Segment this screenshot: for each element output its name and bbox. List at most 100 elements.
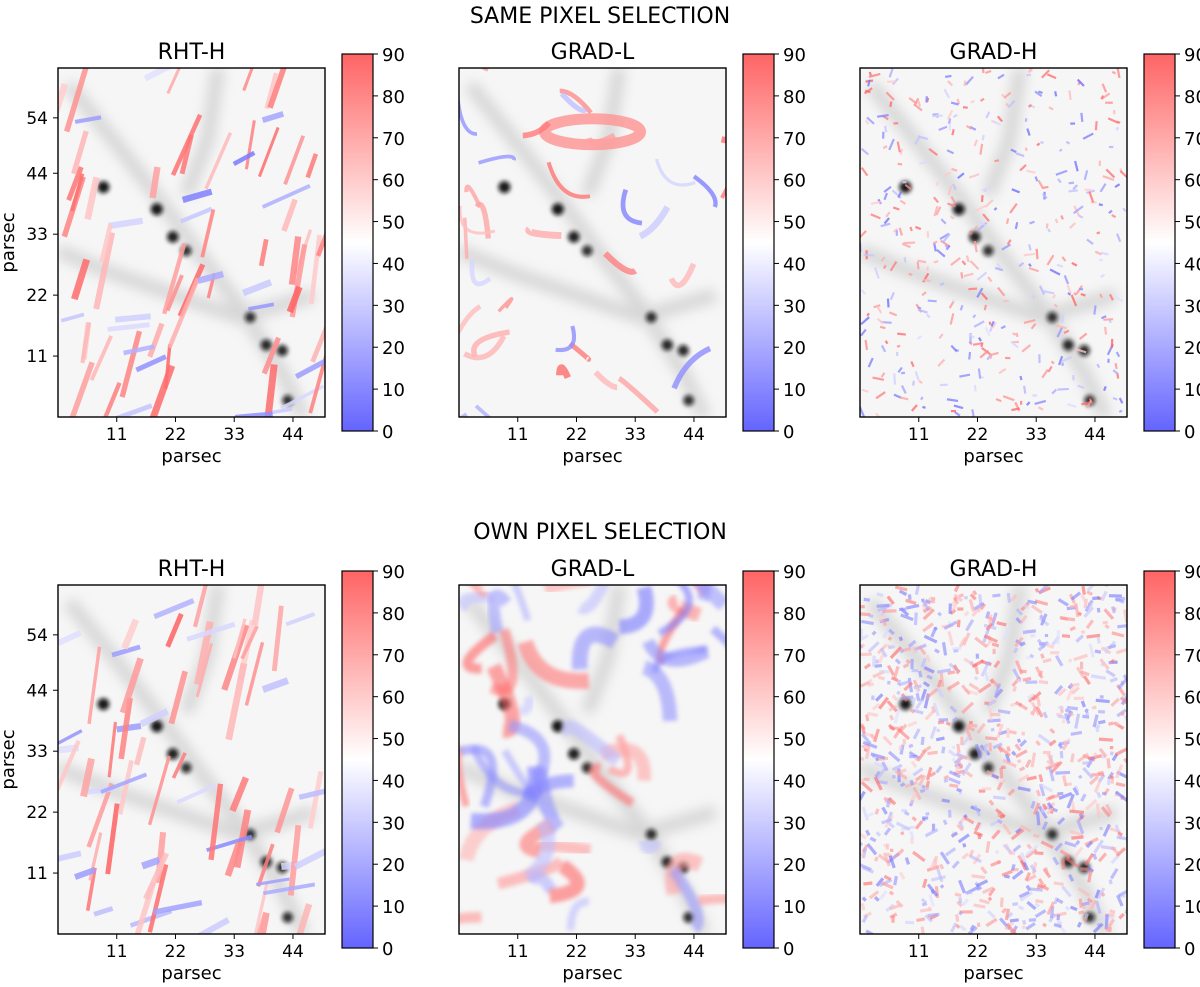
gradh-segment <box>920 736 925 746</box>
x-axis-label: parsec <box>963 446 1023 467</box>
dense-core <box>498 181 511 194</box>
gradh-segment <box>907 720 918 728</box>
gradh-segment <box>997 286 1006 297</box>
gradh-segment <box>1086 590 1094 596</box>
x-tick-label: 11 <box>106 425 128 445</box>
gradh-segment <box>939 232 950 241</box>
gradh-segment <box>1046 801 1054 810</box>
gradh-segment <box>886 700 898 713</box>
gradh-segment <box>913 612 918 626</box>
gradh-segment <box>1040 613 1048 626</box>
rht-segment <box>74 115 102 124</box>
gradh-segment <box>1011 188 1021 194</box>
rht-segment <box>308 352 325 414</box>
gradh-segment <box>916 261 920 270</box>
gradh-segment <box>1057 687 1067 697</box>
gradh-segment <box>1026 169 1036 174</box>
gradh-segment <box>1065 857 1079 868</box>
gradh-segment <box>1099 293 1103 299</box>
dense-core <box>899 181 912 194</box>
gradh-segment <box>867 678 873 684</box>
gradh-segment <box>1053 303 1058 308</box>
gradl-contour <box>692 174 718 208</box>
gradh-segment <box>1117 889 1127 898</box>
rht-segment <box>58 729 83 746</box>
gradh-segment <box>894 658 902 665</box>
rht-segment <box>242 279 273 297</box>
gradh-segment <box>957 824 964 832</box>
gradh-segment <box>976 821 984 830</box>
gradh-segment <box>887 628 895 636</box>
gradh-segment <box>1014 743 1022 752</box>
gradh-segment <box>1018 766 1026 772</box>
gradh-segment <box>1092 714 1099 728</box>
gradh-segment <box>963 610 970 617</box>
gradh-segment <box>860 328 867 337</box>
dense-core <box>276 344 288 357</box>
gradh-segment <box>950 922 958 933</box>
gradh-segment <box>939 672 945 687</box>
rht-segment <box>162 242 187 315</box>
rht-segment <box>118 697 133 760</box>
rht-segment <box>70 173 85 212</box>
gradh-segment <box>1015 617 1022 624</box>
gradh-segment <box>1078 898 1083 908</box>
gradh-segment <box>992 120 1001 126</box>
gradh-segment <box>893 875 898 886</box>
gradh-segment <box>1069 905 1078 912</box>
gradh-segment <box>1030 752 1037 768</box>
gradh-segment <box>996 723 1004 738</box>
orientation-overlay <box>459 585 726 934</box>
axes-frame <box>57 584 326 935</box>
gradh-segment <box>1072 205 1084 215</box>
gradh-segment <box>910 404 918 412</box>
gradh-segment <box>991 773 1000 780</box>
x-tick-label: 11 <box>908 425 930 445</box>
gradh-segment <box>962 632 971 646</box>
gradh-segment <box>952 183 957 191</box>
gradh-segment <box>873 776 883 791</box>
gradh-segment <box>904 183 912 190</box>
x-tick-label: 44 <box>1084 942 1106 962</box>
gradh-segment <box>876 305 883 314</box>
gradh-segment <box>1088 191 1095 203</box>
gradh-segment <box>1037 179 1045 190</box>
gradh-segment <box>983 304 988 311</box>
gradh-segment <box>955 669 961 675</box>
gradh-segment <box>919 788 926 794</box>
colorbar-tick-label: 40 <box>783 771 806 792</box>
gradh-segment <box>968 173 980 179</box>
rht-segment <box>93 232 116 310</box>
gradh-segment <box>1073 292 1078 296</box>
x-tick-label: 44 <box>1084 425 1106 445</box>
gradh-segment <box>968 849 975 857</box>
gradh-segment <box>1086 897 1094 904</box>
gradh-segment <box>928 148 938 156</box>
gradh-segment <box>973 601 985 611</box>
gradh-segment <box>1111 214 1117 219</box>
x-tick-label: 44 <box>683 425 705 445</box>
gradh-segment <box>921 745 932 754</box>
gradh-segment <box>1070 801 1076 811</box>
gradh-segment <box>968 598 976 612</box>
gradh-segment <box>991 642 1000 648</box>
gradh-segment <box>954 892 962 898</box>
colorbar-tick-label: 70 <box>783 646 806 667</box>
gradh-segment <box>900 385 907 394</box>
gradh-segment <box>1100 806 1111 818</box>
dense-core <box>952 720 965 733</box>
gradh-segment <box>1035 789 1041 797</box>
gradh-segment <box>912 850 926 863</box>
gradh-segment <box>1091 705 1097 710</box>
gradh-segment <box>1089 899 1098 910</box>
gradh-segment <box>1115 351 1121 358</box>
gradh-segment <box>873 895 880 902</box>
colorbar-tick-label: 40 <box>382 254 405 275</box>
gradh-segment <box>881 817 893 825</box>
colorbar: 0 10 20 30 40 50 60 70 80 90 <box>1143 562 1200 960</box>
gradh-segment <box>1049 727 1056 735</box>
rht-segment <box>153 598 195 620</box>
colorbar-tick-label: 60 <box>1184 688 1200 709</box>
rht-segment <box>134 736 147 766</box>
gradh-segment <box>1116 835 1127 841</box>
